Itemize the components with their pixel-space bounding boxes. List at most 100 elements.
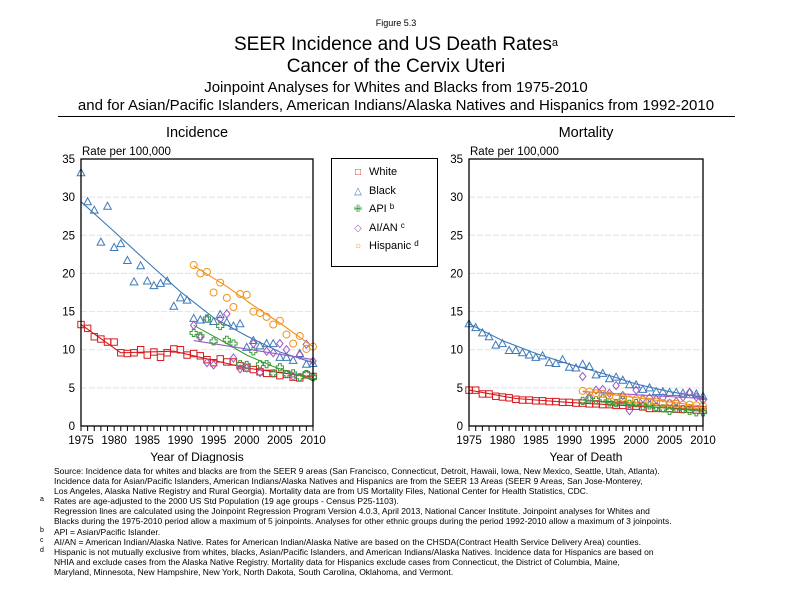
footnote-line: NHIA and exclude cases from the Alaska N…	[26, 557, 786, 567]
incidence-point-black	[89, 205, 99, 214]
title-footnote-mark: a	[551, 37, 559, 49]
footnote-text: Maryland, Minnesota, New Hampshire, New …	[54, 566, 454, 577]
incidence-point-ai-an	[269, 347, 278, 358]
incidence-point-api	[308, 373, 318, 382]
mortality-x-tick-label: 1990	[556, 435, 582, 447]
mortality-point-ai-an	[578, 371, 587, 382]
chart-subtitle-line1: Joinpoint Analyses for Whites and Blacks…	[204, 79, 588, 96]
legend-marker-white-icon: □	[354, 167, 362, 178]
incidence-x-tick-label: 1985	[134, 435, 160, 447]
mortality-plot-frame	[468, 158, 704, 427]
incidence-point-api	[302, 370, 311, 379]
mortality-x-tick-label: 1995	[590, 435, 616, 447]
legend-marker-hispanic-icon: ○	[354, 241, 362, 252]
chart-title: SEER Incidence and US Death Ratesa	[0, 34, 792, 56]
mortality-point-black	[484, 331, 494, 341]
footnote-text: Regression lines are calculated using th…	[54, 506, 650, 517]
incidence-point-black	[248, 335, 258, 345]
incidence-y-tick-label: 5	[69, 383, 75, 395]
incidence-point-black	[255, 340, 265, 350]
legend-label: Hispanic	[369, 240, 412, 252]
incidence-y-tick-label: 0	[69, 421, 75, 433]
footnote-mark: c	[40, 536, 44, 544]
legend-footnote-mark: d	[414, 239, 419, 248]
footnote-text: NHIA and exclude cases from the Alaska N…	[54, 556, 620, 567]
legend-label: White	[369, 166, 398, 178]
incidence-series-api	[189, 314, 318, 382]
mortality-point-black	[671, 387, 681, 396]
incidence-point-black	[228, 321, 239, 330]
mortality-point-ai-an	[692, 392, 701, 402]
mortality-point-black	[544, 357, 554, 367]
mortality-point-black	[537, 350, 548, 360]
incidence-point-black	[109, 242, 119, 251]
incidence-point-ai-an	[289, 371, 297, 382]
mortality-point-ai-an	[618, 390, 627, 401]
mortality-point-black	[471, 322, 481, 332]
legend: □ White △ Black ✙ API b ◇ AI/AN c ○ Hispanic d	[331, 158, 438, 267]
incidence-point-api	[242, 360, 251, 370]
incidence-point-ai-an	[216, 314, 225, 325]
mortality-point-black	[497, 338, 508, 348]
mortality-point-black	[644, 382, 655, 392]
mortality-point-api	[652, 402, 661, 412]
incidence-series-black	[76, 167, 318, 368]
mortality-x-tick-label: 2000	[623, 435, 649, 447]
incidence-point-ai-an	[236, 363, 244, 374]
incidence-point-black	[116, 238, 126, 248]
incidence-y-axis-label: Rate per 100,000	[82, 146, 171, 158]
mortality-point-black	[598, 368, 608, 377]
incidence-point-api	[255, 360, 265, 369]
incidence-point-hispanic	[209, 288, 218, 297]
mortality-point-white	[512, 395, 520, 404]
legend-item-api: ✙ API b	[352, 202, 394, 216]
incidence-point-ai-an	[189, 320, 198, 331]
mortality-point-black	[658, 386, 668, 396]
footnotes: Source: Incidence data for whites and bl…	[26, 466, 786, 577]
incidence-point-black	[149, 280, 159, 290]
incidence-fit-line-white	[80, 324, 314, 378]
incidence-y-tick-label: 10	[62, 345, 75, 357]
footnote-text: Incidence data for Asian/Pacific Islande…	[54, 476, 643, 487]
incidence-point-hispanic	[289, 339, 298, 348]
incidence-point-black	[268, 338, 278, 348]
incidence-point-black	[162, 276, 172, 285]
incidence-point-hispanic	[202, 267, 211, 276]
incidence-fit-line-black	[80, 201, 314, 364]
mortality-point-black	[631, 379, 641, 389]
mortality-point-black	[618, 375, 628, 384]
incidence-point-api	[282, 370, 291, 379]
incidence-point-black	[222, 317, 232, 326]
incidence-point-black	[275, 352, 285, 361]
incidence-point-black	[169, 301, 179, 310]
mortality-point-ai-an	[685, 387, 694, 398]
mortality-point-api	[591, 395, 601, 405]
mortality-point-black	[551, 358, 561, 367]
footnote-text: Source: Incidence data for whites and bl…	[54, 466, 660, 476]
mortality-x-axis-label: Year of Death	[550, 450, 623, 463]
mortality-x-tick-label: 2005	[657, 435, 683, 447]
mortality-series-api	[578, 394, 708, 417]
footnote-text: Los Angeles, Alaska Native Registry and …	[54, 486, 589, 497]
mortality-y-tick-label: 20	[450, 268, 463, 280]
mortality-y-axis-label: Rate per 100,000	[470, 146, 559, 158]
title-divider	[58, 116, 735, 117]
mortality-point-ai-an	[612, 380, 620, 391]
footnote-line: c AI/AN = American Indian/Alaska Native. …	[26, 537, 786, 547]
incidence-point-hispanic	[269, 320, 278, 329]
incidence-point-white	[163, 349, 171, 357]
chart-title-text: SEER Incidence and US Death Rates	[233, 34, 552, 55]
incidence-point-hispanic	[242, 290, 251, 299]
mortality-point-api	[698, 408, 708, 417]
legend-item-ai-an: ◇ AI/AN c	[352, 221, 405, 235]
incidence-point-black	[242, 342, 252, 351]
mortality-point-black	[517, 347, 528, 357]
incidence-point-white	[196, 352, 205, 360]
mortality-series-black	[464, 318, 708, 400]
footnote-line: d Hispanic is not mutually exclusive from…	[26, 547, 786, 557]
incidence-point-white	[110, 338, 118, 346]
mortality-point-ai-an	[645, 392, 654, 403]
mortality-point-black	[604, 373, 615, 383]
incidence-point-black	[235, 318, 245, 328]
incidence-point-hispanic	[282, 330, 291, 339]
